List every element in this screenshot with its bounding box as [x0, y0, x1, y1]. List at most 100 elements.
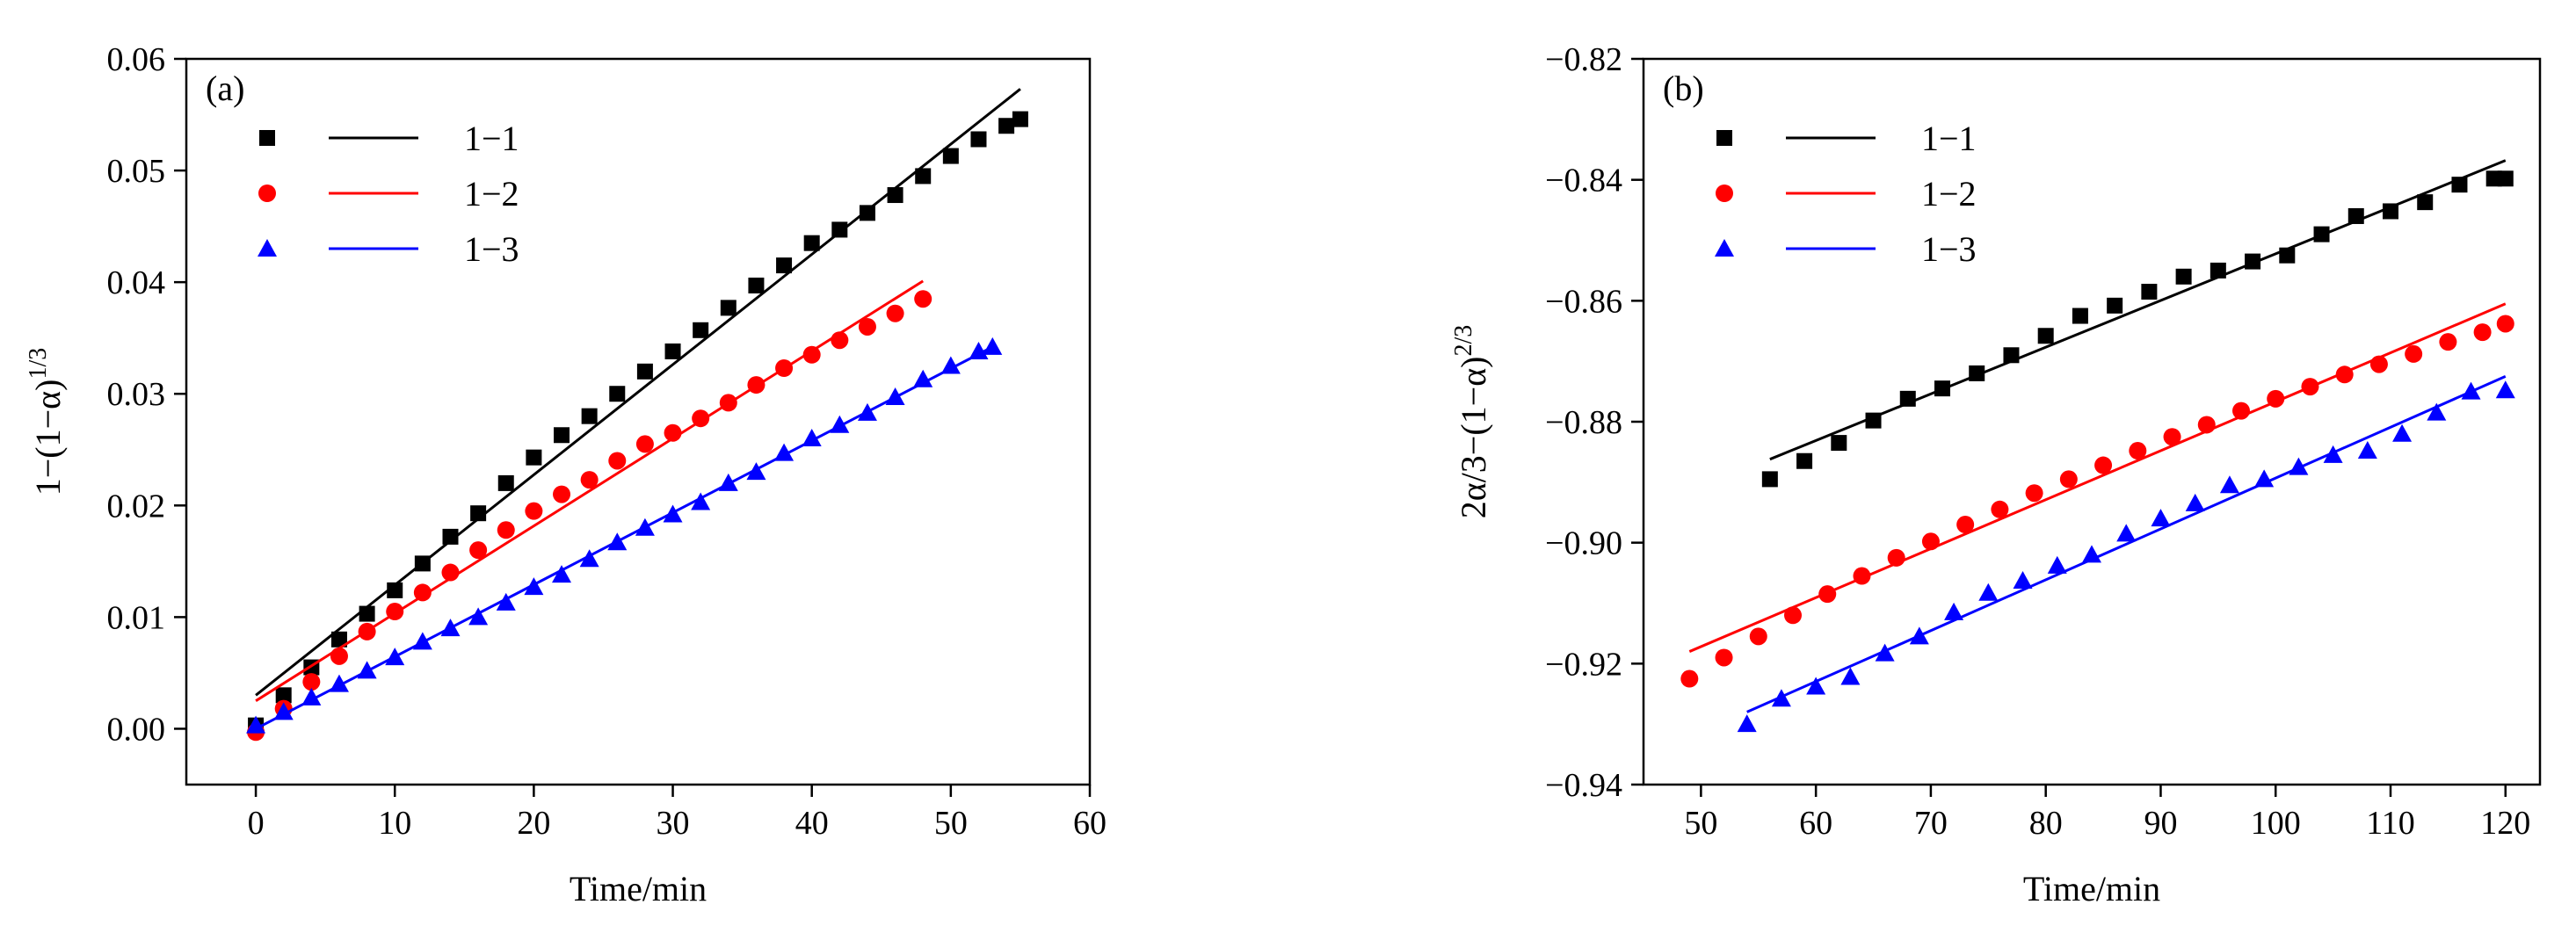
data-point — [2219, 475, 2239, 494]
data-point — [414, 555, 431, 572]
data-point — [2151, 509, 2171, 527]
data-point — [2451, 177, 2468, 193]
data-point — [496, 592, 516, 611]
data-point — [552, 565, 572, 583]
data-point — [2059, 470, 2078, 488]
data-point — [273, 702, 294, 720]
x-tick-label: 100 — [2251, 805, 2301, 842]
data-point — [969, 341, 989, 359]
data-point — [2369, 355, 2388, 373]
y-tick-label: −0.84 — [1545, 163, 1622, 199]
data-point — [2025, 484, 2043, 503]
data-point — [359, 605, 375, 622]
data-point — [1969, 365, 1985, 381]
data-point — [1875, 643, 1895, 662]
x-tick-label: 60 — [1073, 805, 1107, 842]
data-point — [413, 583, 432, 602]
data-point — [2129, 442, 2147, 460]
y-tick-label: −0.86 — [1545, 283, 1622, 320]
data-point — [915, 168, 932, 185]
data-point — [1715, 648, 1733, 667]
data-point — [2496, 315, 2514, 333]
data-point — [2107, 297, 2123, 314]
chart-panel-a: 0 10 20 30 40 50 60 0.00 0.01 0.02 0.03 0.04 0.05 0.0… — [25, 41, 1107, 908]
y-tick-label: −0.92 — [1545, 646, 1622, 683]
data-point — [718, 473, 738, 491]
data-point — [385, 648, 405, 666]
data-point — [2497, 170, 2514, 187]
data-point — [998, 118, 1015, 134]
legend-label: 1−3 — [464, 229, 519, 269]
data-point — [2141, 284, 2158, 300]
data-point — [802, 345, 821, 364]
series-3 — [1737, 375, 2515, 733]
series-3 — [246, 337, 1003, 734]
y-tick-label: 0.05 — [107, 153, 166, 190]
data-point — [1771, 689, 1791, 707]
legend: 1−1 1−2 1−3 — [258, 119, 519, 269]
data-point — [581, 408, 598, 424]
data-point — [2427, 402, 2447, 421]
data-point — [2185, 493, 2205, 511]
data-point — [940, 356, 961, 374]
legend-marker — [1716, 185, 1733, 202]
y-axis-title: 2α/3−(1−α)2/3 — [1450, 325, 1493, 519]
data-point — [2072, 308, 2088, 324]
data-point — [774, 443, 795, 461]
data-point — [1865, 412, 1882, 429]
data-point — [1012, 111, 1028, 127]
data-point — [2473, 323, 2492, 342]
y-tick-label: 0.06 — [107, 41, 166, 78]
x-tick-label: 70 — [1914, 805, 1948, 842]
data-point — [2175, 268, 2192, 285]
x-tick-label: 60 — [1799, 805, 1832, 842]
x-tick-label: 40 — [795, 805, 829, 842]
data-point — [776, 257, 793, 274]
series-1 — [248, 88, 1028, 734]
legend-label: 1−2 — [464, 174, 519, 213]
data-point — [1956, 516, 1975, 534]
y-tick-label: −0.82 — [1545, 41, 1622, 78]
data-point — [2323, 445, 2343, 463]
data-point — [746, 462, 766, 481]
data-point — [579, 549, 599, 568]
data-point — [246, 715, 266, 734]
data-point — [1934, 380, 1950, 397]
data-point — [831, 221, 848, 238]
x-tick-label: 80 — [2029, 805, 2063, 842]
data-point — [358, 622, 376, 640]
data-point — [1796, 452, 1813, 469]
legend-label: 1−1 — [1921, 119, 1977, 158]
data-point — [747, 376, 766, 394]
data-point — [2289, 457, 2309, 475]
data-point — [330, 631, 347, 648]
data-point — [635, 517, 655, 536]
data-point — [1909, 626, 1929, 645]
data-point — [302, 673, 321, 691]
data-point — [858, 317, 876, 336]
data-point — [2013, 571, 2033, 590]
x-tick-label: 30 — [657, 805, 690, 842]
panel-label: (a) — [206, 69, 244, 108]
data-point — [775, 359, 794, 378]
y-tick-label: 0.03 — [107, 376, 166, 413]
data-point — [497, 521, 515, 539]
legend: 1−1 1−2 1−3 — [1715, 119, 1977, 269]
y-tick-label: 0.01 — [107, 599, 166, 636]
y-axis-title-superscript: 1/3 — [25, 348, 52, 380]
y-tick-label: 0.04 — [107, 264, 166, 301]
legend-marker — [258, 239, 277, 257]
data-point — [2357, 441, 2377, 460]
data-point — [1761, 471, 1778, 488]
data-point — [2313, 226, 2330, 242]
data-point — [607, 532, 628, 551]
y-axis-title-main: 1−(1−α) — [28, 380, 68, 496]
x-axis-title: Time/min — [570, 869, 707, 908]
x-tick-label: 110 — [2366, 805, 2415, 842]
data-point — [1944, 602, 1964, 620]
x-tick-label: 90 — [2144, 805, 2177, 842]
data-point — [1784, 606, 1802, 625]
data-point — [1831, 435, 1847, 452]
data-point — [635, 435, 654, 453]
data-point — [2094, 456, 2113, 474]
